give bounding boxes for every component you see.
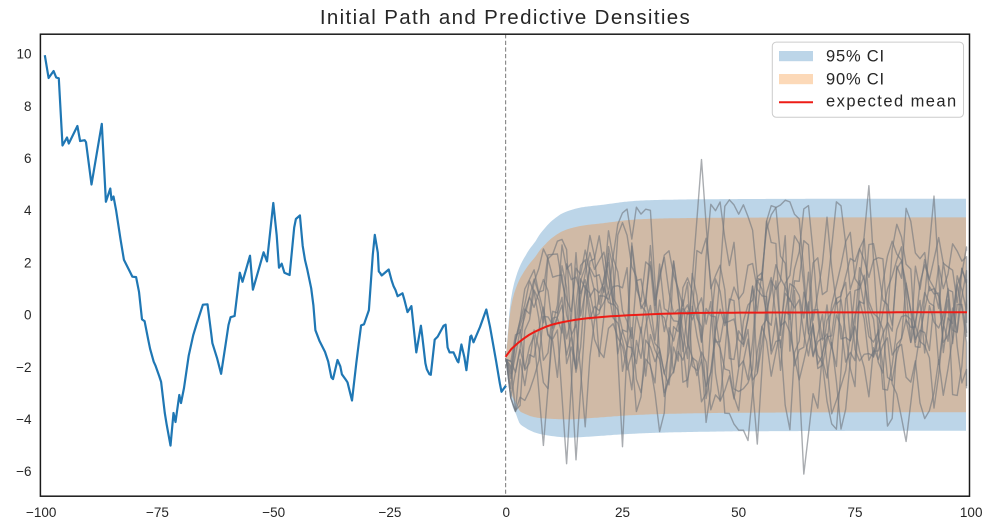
svg-text:90% CI: 90% CI (826, 70, 885, 88)
svg-text:95% CI: 95% CI (826, 47, 885, 65)
svg-text:0: 0 (24, 308, 32, 323)
svg-text:6: 6 (24, 151, 32, 166)
svg-text:100: 100 (960, 505, 983, 520)
svg-text:4: 4 (24, 203, 32, 218)
svg-text:2: 2 (24, 255, 32, 270)
svg-text:−6: −6 (16, 464, 31, 479)
svg-text:−50: −50 (262, 505, 285, 520)
svg-text:0: 0 (502, 505, 510, 520)
svg-text:50: 50 (731, 505, 746, 520)
svg-text:Initial Path and Predictive De: Initial Path and Predictive Densities (320, 6, 691, 29)
svg-text:−2: −2 (16, 360, 31, 375)
svg-text:75: 75 (847, 505, 862, 520)
svg-text:10: 10 (16, 47, 31, 62)
svg-text:−100: −100 (26, 505, 56, 520)
svg-text:expected mean: expected mean (826, 92, 958, 110)
svg-text:−25: −25 (378, 505, 401, 520)
svg-text:8: 8 (24, 99, 32, 114)
svg-text:−4: −4 (16, 412, 32, 427)
svg-text:25: 25 (615, 505, 630, 520)
svg-text:−75: −75 (146, 505, 169, 520)
